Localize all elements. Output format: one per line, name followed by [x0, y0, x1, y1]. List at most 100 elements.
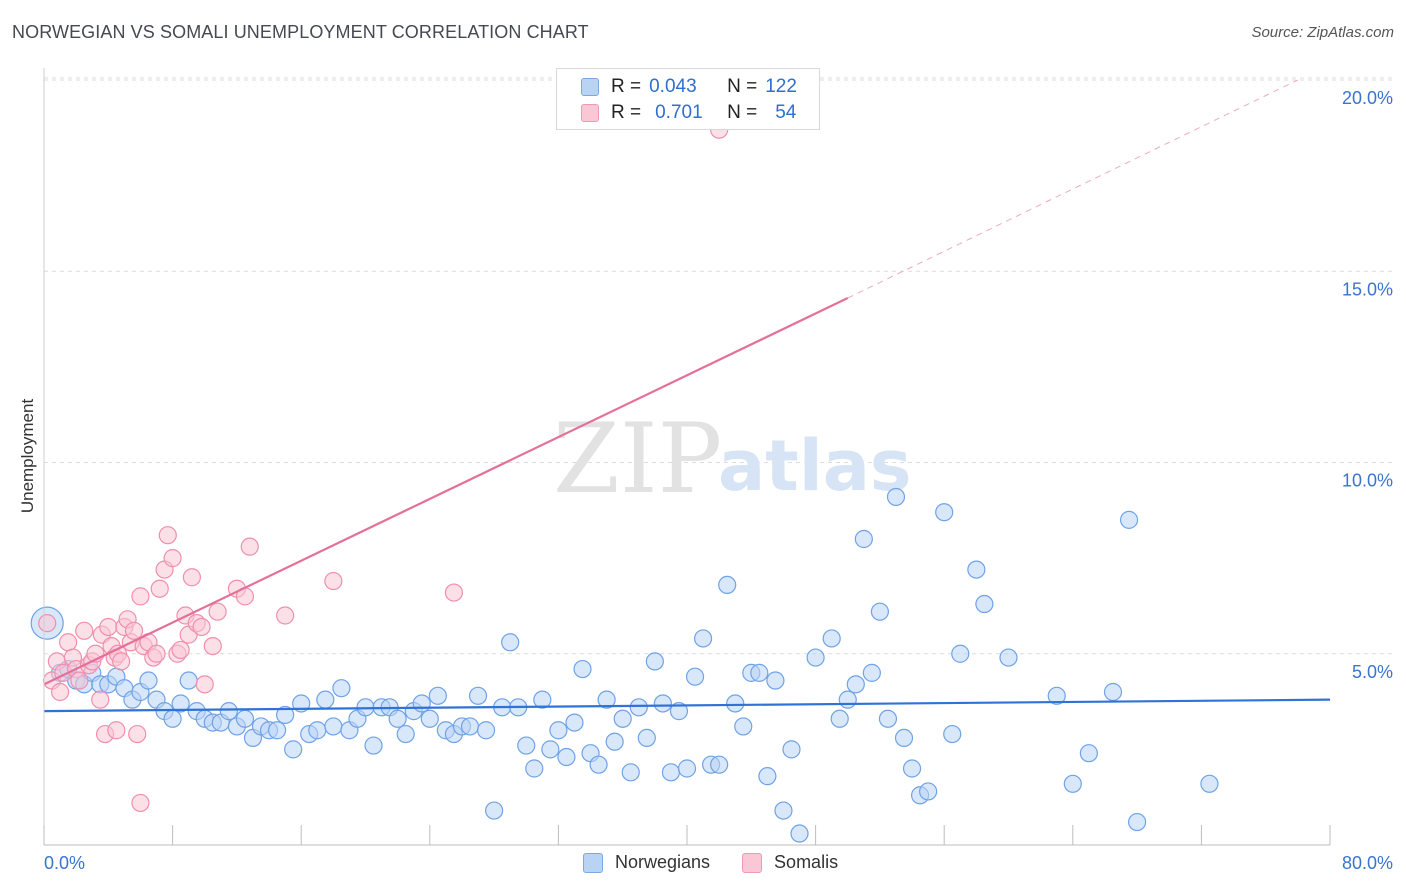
norwegians-point — [822, 629, 841, 648]
norwegians-point — [790, 824, 809, 843]
legend-item-somalis[interactable]: Somalis — [742, 852, 838, 873]
y-tick-label: 15.0% — [1342, 279, 1393, 299]
somalis-trend-extension — [847, 79, 1299, 299]
norwegians-point — [710, 755, 729, 774]
r-label: R = — [611, 102, 642, 123]
somalis-point — [276, 606, 295, 625]
somalis-point — [192, 617, 211, 637]
norwegians-point — [179, 671, 198, 690]
norwegians-point — [766, 671, 785, 690]
legend-label: Somalis — [774, 852, 839, 872]
norwegians-point — [428, 686, 447, 705]
n-label: N = — [727, 76, 758, 97]
n-value: 54 — [775, 102, 797, 123]
somalis-point — [112, 652, 131, 671]
norwegians-point — [838, 690, 857, 709]
norwegians-point — [267, 721, 287, 740]
norwegians-point — [139, 671, 158, 690]
norwegians-point — [284, 740, 303, 759]
somalis-points — [38, 120, 729, 813]
r-value: 0.043 — [649, 76, 697, 97]
somalis-point — [124, 621, 144, 640]
legend-row-norwegians: R = 0.043 N = 122 — [581, 75, 797, 99]
somalis-point — [208, 602, 227, 621]
norwegians-point — [396, 724, 415, 744]
norwegians-point — [1063, 774, 1082, 793]
legend-item-norwegians[interactable]: Norwegians — [583, 852, 710, 873]
norwegians-point — [846, 675, 865, 694]
norwegians-trend-line — [43, 698, 1331, 713]
norwegians-point — [1127, 812, 1147, 832]
somalis-point — [147, 644, 166, 663]
norwegians-point — [854, 529, 873, 549]
norwegians-point — [597, 690, 616, 709]
norwegians-point — [364, 736, 383, 755]
norwegians-point — [460, 717, 480, 736]
x-tick-label: 0.0% — [44, 853, 85, 873]
norwegians-point — [605, 732, 624, 751]
norwegians-point — [637, 728, 656, 748]
correlation-legend: R = 0.043 N = 122 R = 0.701 N = 54 — [556, 68, 820, 130]
norwegians-point — [549, 721, 568, 740]
norwegians-point — [967, 560, 986, 579]
n-label: N = — [727, 102, 758, 123]
norwegians-point — [718, 575, 737, 595]
somalis-point — [324, 571, 343, 591]
norwegians-point — [171, 694, 190, 713]
somalis-point — [91, 690, 110, 709]
norwegians-swatch-icon — [581, 78, 599, 96]
tick-labels: 5.0% 10.0% 15.0% 20.0% 0.0% 80.0% — [44, 88, 1393, 873]
norwegians-point — [806, 648, 825, 667]
norwegians-point — [878, 709, 898, 728]
somalis-point — [38, 614, 57, 633]
norwegians-point — [324, 717, 343, 736]
x-tick-label: 80.0% — [1342, 853, 1393, 873]
norwegians-point — [1047, 686, 1066, 705]
norwegians-point — [420, 709, 439, 728]
norwegians-point — [276, 705, 295, 725]
norwegians-point — [1103, 682, 1123, 702]
norwegians-point — [750, 663, 769, 682]
watermark-atlas: atlas — [718, 425, 912, 507]
legend-label: Norwegians — [615, 852, 711, 872]
axes — [43, 68, 1331, 846]
norwegians-point — [999, 648, 1018, 667]
norwegians-point — [943, 724, 962, 744]
norwegians-point — [862, 663, 881, 682]
r-label: R = — [611, 76, 642, 97]
norwegians-point — [782, 740, 801, 759]
norwegians-point — [629, 698, 648, 717]
norwegians-point — [653, 694, 672, 713]
norwegians-point — [501, 633, 520, 652]
norwegians-point — [677, 759, 697, 778]
somalis-trend-line — [43, 297, 849, 686]
norwegians-point — [468, 686, 488, 705]
norwegians-point — [886, 487, 906, 507]
norwegians-point — [734, 717, 753, 736]
norwegians-point — [533, 690, 552, 709]
somalis-point — [131, 793, 150, 813]
series-legend: Norwegians Somalis — [583, 852, 870, 873]
somalis-point — [240, 537, 259, 556]
norwegians-swatch-icon — [583, 852, 603, 873]
somalis-swatch-icon — [581, 104, 599, 122]
norwegians-point — [589, 755, 608, 774]
norwegians-point — [412, 694, 431, 713]
norwegians-point — [870, 602, 890, 621]
norwegians-point — [693, 629, 713, 648]
norwegians-point — [919, 782, 938, 801]
somalis-point — [203, 636, 222, 656]
somalis-point — [50, 682, 70, 702]
norwegians-point — [541, 740, 560, 759]
norwegians-point — [1200, 774, 1219, 793]
norwegians-point — [894, 728, 914, 748]
watermark-zip: ZIP — [553, 403, 722, 515]
norwegians-point — [758, 767, 777, 786]
somalis-point — [75, 621, 94, 640]
somalis-point — [70, 671, 89, 690]
y-tick-label: 20.0% — [1342, 88, 1393, 108]
somalis-point — [131, 587, 150, 606]
